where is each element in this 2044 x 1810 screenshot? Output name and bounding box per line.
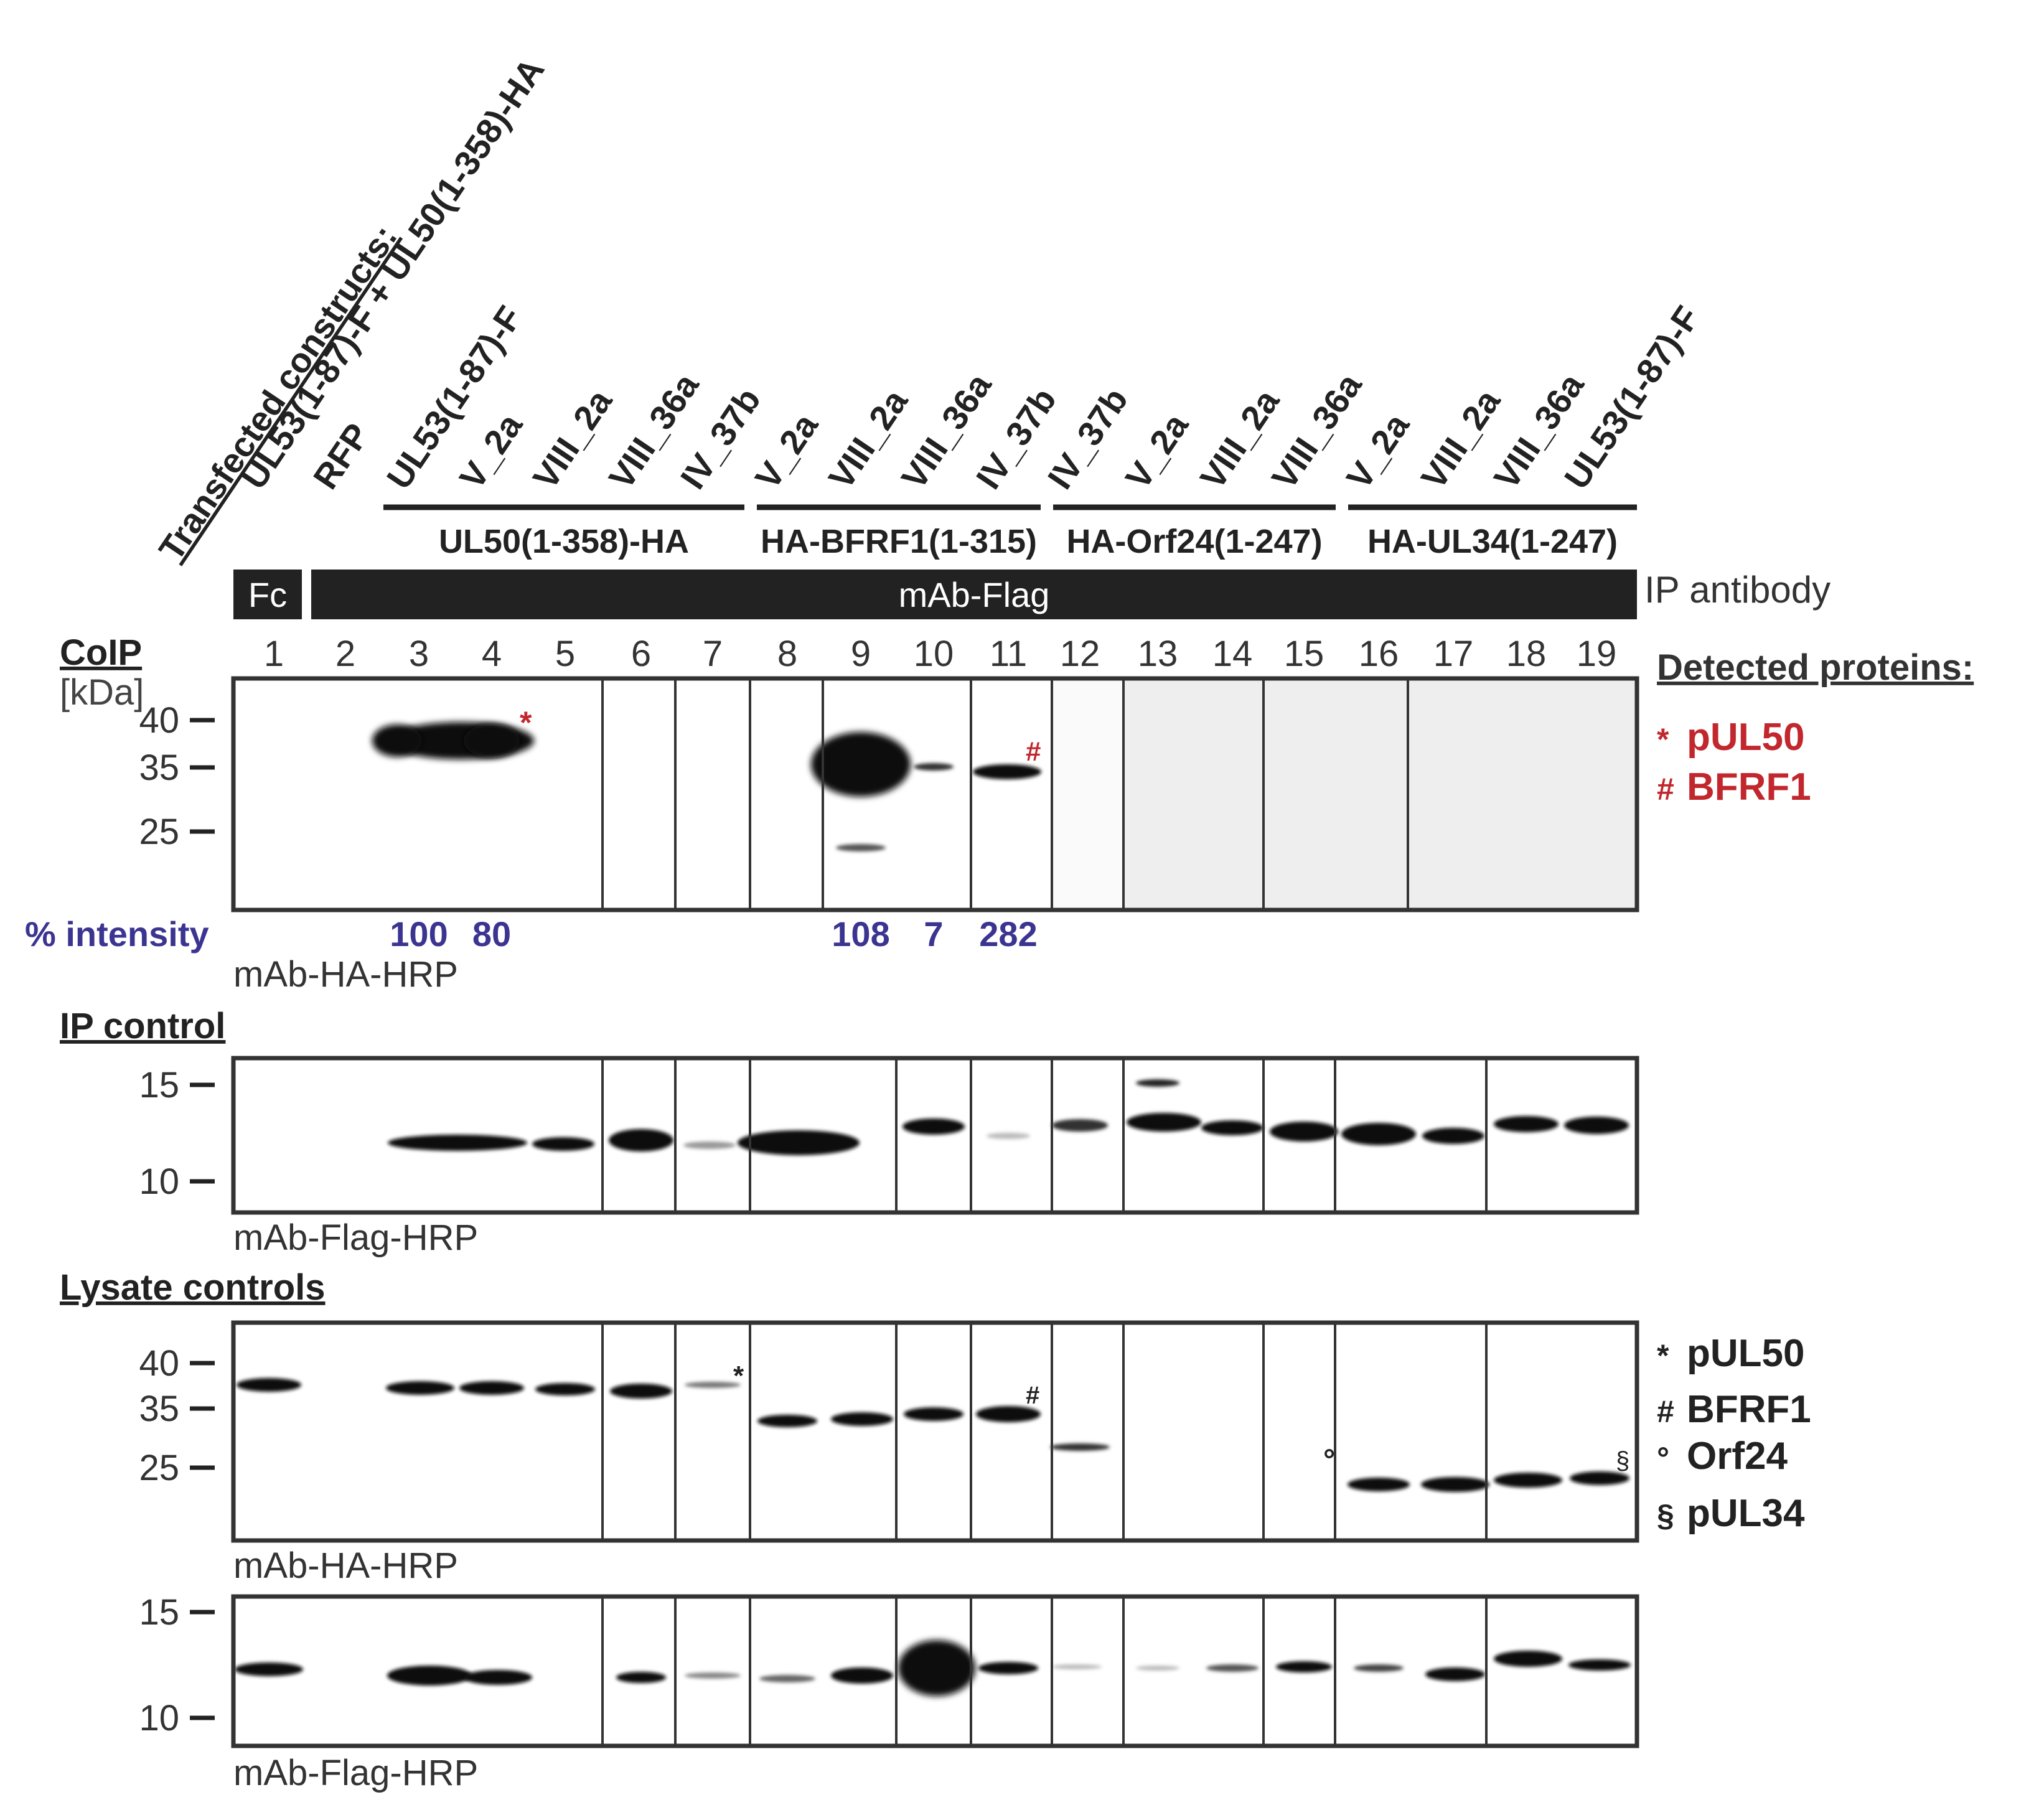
svg-text:pUL50: pUL50 bbox=[1687, 716, 1804, 759]
transfected-constructs-label: Transfected constructs: bbox=[151, 218, 405, 568]
svg-text:BFRF1: BFRF1 bbox=[1687, 1388, 1811, 1431]
svg-text:35: 35 bbox=[139, 748, 179, 788]
coip-antibody-label: mAb-HA-HRP bbox=[233, 954, 458, 995]
lysate-flag-blot bbox=[231, 1594, 1639, 1748]
svg-text:100: 100 bbox=[390, 914, 448, 954]
svg-text:Orf24: Orf24 bbox=[1687, 1435, 1788, 1478]
lane-label-5: VIII_2a bbox=[525, 382, 620, 496]
legend-top: Detected proteins: * pUL50 # BFRF1 bbox=[1657, 647, 1974, 809]
svg-text:15: 15 bbox=[139, 1592, 179, 1633]
svg-text:10: 10 bbox=[139, 1698, 179, 1738]
lane-number-13: 13 bbox=[1138, 634, 1178, 674]
svg-text:108: 108 bbox=[832, 914, 889, 954]
coip-title: CoIP bbox=[60, 632, 142, 673]
lane-number-8: 8 bbox=[777, 634, 797, 674]
svg-text:°: ° bbox=[1657, 1441, 1669, 1476]
lane-numbers: 1 2 3 4 5 6 7 8 9 10 11 12 13 14 15 16 17 18 19 bbox=[264, 634, 1616, 674]
lane-label-8: V_2a bbox=[748, 406, 826, 495]
lane-number-2: 2 bbox=[335, 634, 355, 674]
svg-text:*: * bbox=[1657, 1338, 1669, 1373]
legend-title: Detected proteins: bbox=[1657, 647, 1974, 688]
lysate-hash-marker: # bbox=[1026, 1382, 1039, 1409]
lane-number-5: 5 bbox=[555, 634, 575, 674]
svg-text:#: # bbox=[1657, 1394, 1674, 1429]
group-label-orf24: HA-Orf24(1-247) bbox=[1066, 523, 1322, 560]
svg-text:BFRF1: BFRF1 bbox=[1687, 766, 1811, 809]
lane-number-14: 14 bbox=[1212, 634, 1253, 674]
construct-groups: UL50(1-358)-HA HA-BFRF1(1-315) HA-Orf24(… bbox=[383, 504, 1637, 560]
ip-control-markers: 15 10 bbox=[139, 1065, 215, 1202]
lane-number-12: 12 bbox=[1060, 634, 1100, 674]
group-label-ul50: UL50(1-358)-HA bbox=[439, 523, 689, 560]
svg-text:#: # bbox=[1657, 772, 1674, 807]
coip-lane-dividers bbox=[601, 678, 1409, 910]
svg-text:pUL50: pUL50 bbox=[1687, 1332, 1804, 1375]
lane-number-17: 17 bbox=[1433, 634, 1474, 674]
lane-number-3: 3 bbox=[409, 634, 429, 674]
coip-blot: * # bbox=[231, 676, 1639, 912]
lane-number-6: 6 bbox=[631, 634, 651, 674]
lane-number-11: 11 bbox=[990, 634, 1027, 674]
lysate-ha-markers: 40 35 25 bbox=[139, 1343, 215, 1488]
lane-label-13: V_2a bbox=[1118, 406, 1196, 495]
ip-control-antibody-label: mAb-Flag-HRP bbox=[233, 1217, 478, 1258]
coip-markers: 40 35 25 bbox=[139, 700, 215, 852]
svg-text:35: 35 bbox=[139, 1389, 179, 1429]
lane-label-2: RFP bbox=[306, 416, 377, 496]
ip-fc-label: Fc bbox=[248, 575, 287, 614]
intensity-label: % intensity bbox=[25, 914, 209, 954]
coip-star-marker: * bbox=[520, 705, 532, 740]
lysate-ha-blot: * # ° § bbox=[231, 1320, 1639, 1543]
lane-number-1: 1 bbox=[264, 634, 284, 674]
intensity-values: 100 80 108 7 282 bbox=[390, 914, 1037, 954]
svg-text:25: 25 bbox=[139, 812, 179, 852]
lysate-flag-antibody-label: mAb-Flag-HRP bbox=[233, 1753, 478, 1793]
svg-text:40: 40 bbox=[139, 700, 179, 741]
lysate-star-marker: * bbox=[733, 1361, 744, 1391]
lane-label-16: V_2a bbox=[1339, 406, 1417, 495]
svg-text:10: 10 bbox=[139, 1161, 179, 1202]
lane-number-19: 19 bbox=[1577, 634, 1617, 674]
lysate-title: Lysate controls bbox=[60, 1267, 326, 1308]
svg-text:15: 15 bbox=[139, 1065, 179, 1105]
ip-control-lane-dividers bbox=[601, 1058, 1488, 1212]
lysate-flag-markers: 15 10 bbox=[139, 1592, 215, 1738]
lysate-flag-lane-dividers bbox=[601, 1597, 1488, 1746]
ip-control-blot bbox=[231, 1056, 1639, 1215]
lysate-section-marker: § bbox=[1616, 1447, 1629, 1475]
lane-number-18: 18 bbox=[1506, 634, 1547, 674]
lane-number-7: 7 bbox=[703, 634, 723, 674]
svg-text:25: 25 bbox=[139, 1448, 179, 1488]
coip-unit: [kDa] bbox=[60, 672, 144, 713]
lane-number-4: 4 bbox=[482, 634, 502, 674]
legend-bottom: * pUL50 # BFRF1 ° Orf24 § pUL34 bbox=[1657, 1332, 1811, 1535]
lane-number-16: 16 bbox=[1359, 634, 1399, 674]
lane-label-3: UL53(1-87)-F bbox=[379, 299, 530, 495]
svg-text:40: 40 bbox=[139, 1343, 179, 1384]
ip-flag-label: mAb-Flag bbox=[899, 575, 1050, 614]
ip-antibody-label: IP antibody bbox=[1644, 569, 1831, 611]
lane-number-9: 9 bbox=[851, 634, 871, 674]
svg-text:282: 282 bbox=[979, 914, 1037, 954]
group-label-bfrf1: HA-BFRF1(1-315) bbox=[761, 523, 1037, 560]
svg-text:*: * bbox=[1657, 722, 1669, 757]
lane-number-15: 15 bbox=[1284, 634, 1324, 674]
svg-text:§: § bbox=[1657, 1498, 1674, 1533]
lysate-ha-antibody-label: mAb-HA-HRP bbox=[233, 1545, 458, 1586]
svg-text:80: 80 bbox=[472, 914, 511, 954]
lysate-ha-lane-dividers bbox=[601, 1323, 1488, 1540]
lysate-circle-marker: ° bbox=[1323, 1444, 1335, 1477]
svg-text:pUL34: pUL34 bbox=[1687, 1492, 1805, 1535]
ip-antibody-bar: Fc mAb-Flag IP antibody bbox=[233, 569, 1831, 619]
lane-number-10: 10 bbox=[914, 634, 954, 674]
svg-text:7: 7 bbox=[924, 914, 943, 954]
lane-label-4: V_2a bbox=[452, 406, 530, 495]
ip-control-title: IP control bbox=[60, 1006, 225, 1046]
group-label-ul34: HA-UL34(1-247) bbox=[1367, 523, 1618, 560]
coip-hash-marker: # bbox=[1026, 736, 1041, 767]
